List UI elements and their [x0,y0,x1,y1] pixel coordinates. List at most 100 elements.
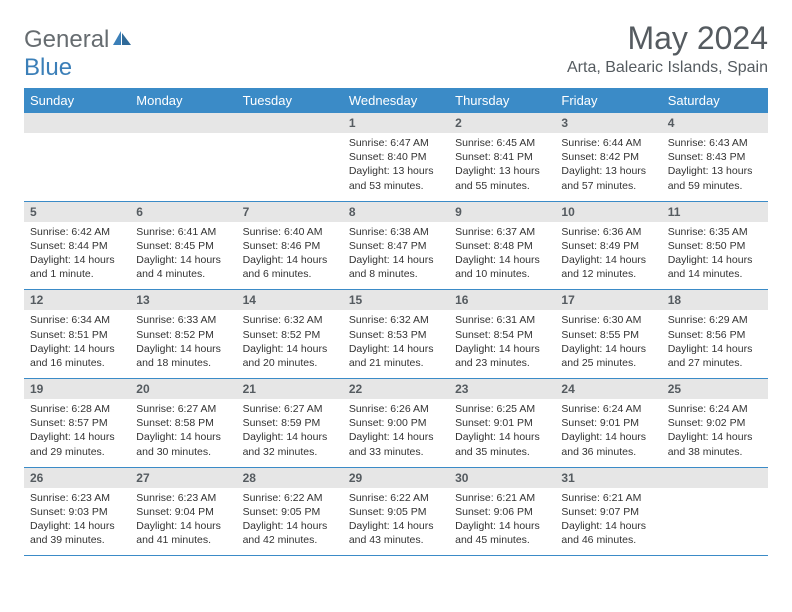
calendar-table: SundayMondayTuesdayWednesdayThursdayFrid… [24,88,768,556]
daylight-line: Daylight: 14 hours and 45 minutes. [455,519,549,547]
day-details-cell: Sunrise: 6:28 AMSunset: 8:57 PMDaylight:… [24,399,130,467]
sunset-line: Sunset: 9:07 PM [561,505,655,519]
sunset-line: Sunset: 9:05 PM [243,505,337,519]
sunset-line: Sunset: 8:56 PM [668,328,762,342]
sunset-line: Sunset: 8:53 PM [349,328,443,342]
week-number-row: 1234 [24,113,768,133]
day-number-cell [237,113,343,133]
sunset-line: Sunset: 9:04 PM [136,505,230,519]
day-number-cell [24,113,130,133]
sunset-line: Sunset: 8:46 PM [243,239,337,253]
day-number-cell: 16 [449,290,555,311]
daylight-line: Daylight: 13 hours and 57 minutes. [561,164,655,192]
sunrise-line: Sunrise: 6:24 AM [668,402,762,416]
sunset-line: Sunset: 9:00 PM [349,416,443,430]
calendar-body: 1234Sunrise: 6:47 AMSunset: 8:40 PMDayli… [24,113,768,556]
day-number-cell: 9 [449,201,555,222]
sunset-line: Sunset: 8:44 PM [30,239,124,253]
sunset-line: Sunset: 8:51 PM [30,328,124,342]
day-details-cell: Sunrise: 6:45 AMSunset: 8:41 PMDaylight:… [449,133,555,201]
sunset-line: Sunset: 8:59 PM [243,416,337,430]
day-number-cell: 20 [130,379,236,400]
day-details-cell: Sunrise: 6:41 AMSunset: 8:45 PMDaylight:… [130,222,236,290]
week-number-row: 262728293031 [24,467,768,488]
day-number-cell: 1 [343,113,449,133]
day-details-cell: Sunrise: 6:22 AMSunset: 9:05 PMDaylight:… [237,488,343,556]
day-details-cell: Sunrise: 6:35 AMSunset: 8:50 PMDaylight:… [662,222,768,290]
day-details: Sunrise: 6:33 AMSunset: 8:52 PMDaylight:… [130,310,236,374]
sunset-line: Sunset: 8:45 PM [136,239,230,253]
day-number-cell: 8 [343,201,449,222]
daylight-line: Daylight: 14 hours and 46 minutes. [561,519,655,547]
day-number-cell: 19 [24,379,130,400]
sunrise-line: Sunrise: 6:37 AM [455,225,549,239]
calendar-page: GeneralBlue May 2024 Arta, Balearic Isla… [0,0,792,568]
week-details-row: Sunrise: 6:23 AM Sunset: 9:03 PM Daylight:… [24,488,768,556]
day-details: Sunrise: 6:23 AMSunset: 9:04 PMDaylight:… [130,488,236,552]
day-number-cell: 2 [449,113,555,133]
day-number-cell: 22 [343,379,449,400]
day-details: Sunrise: 6:22 AMSunset: 9:05 PMDaylight:… [237,488,343,552]
sunrise-line: Sunrise: 6:26 AM [349,402,443,416]
day-details: Sunrise: 6:21 AMSunset: 9:07 PMDaylight:… [555,488,661,552]
week-details-row: Sunrise: 6:34 AMSunset: 8:51 PMDaylight:… [24,310,768,378]
sunrise-line: Sunrise: 6:41 AM [136,225,230,239]
day-number-cell: 11 [662,201,768,222]
sunset-line: Sunset: 9:03 PM [30,505,124,519]
sunset-line: Sunset: 8:42 PM [561,150,655,164]
day-details-cell: Sunrise: 6:21 AMSunset: 9:06 PMDaylight:… [449,488,555,556]
day-details: Sunrise: 6:26 AMSunset: 9:00 PMDaylight:… [343,399,449,463]
day-details-cell: Sunrise: 6:30 AMSunset: 8:55 PMDaylight:… [555,310,661,378]
day-header: Tuesday [237,88,343,113]
sunset-line: Sunset: 8:54 PM [455,328,549,342]
day-details: Sunrise: 6:34 AMSunset: 8:51 PMDaylight:… [24,310,130,374]
day-details-cell: Sunrise: 6:31 AMSunset: 8:54 PMDaylight:… [449,310,555,378]
sunrise-line: Sunrise: 6:23 AM [136,491,230,505]
day-number-cell: 10 [555,201,661,222]
daylight-line: Daylight: 14 hours and 38 minutes. [668,430,762,458]
week-details-row: Sunrise: 6:28 AMSunset: 8:57 PMDaylight:… [24,399,768,467]
sunrise-line: Sunrise: 6:22 AM [243,491,337,505]
daylight-line: Daylight: 14 hours and 20 minutes. [243,342,337,370]
day-details: Sunrise: 6:23 AMSunset: 9:03 PMDaylight:… [24,488,130,552]
day-number-cell: 6 [130,201,236,222]
day-number-cell: 28 [237,467,343,488]
day-details: Sunrise: 6:40 AMSunset: 8:46 PMDaylight:… [237,222,343,286]
sunrise-line: Sunrise: 6:28 AM [30,402,124,416]
sunset-line: Sunset: 9:01 PM [455,416,549,430]
day-details: Sunrise: 6:35 AMSunset: 8:50 PMDaylight:… [662,222,768,286]
day-details: Sunrise: 6:43 AMSunset: 8:43 PMDaylight:… [662,133,768,197]
calendar-header: SundayMondayTuesdayWednesdayThursdayFrid… [24,88,768,113]
sunrise-line: Sunrise: 6:21 AM [561,491,655,505]
day-details-cell: Sunrise: 6:24 AMSunset: 9:02 PMDaylight:… [662,399,768,467]
daylight-line: Daylight: 14 hours and 14 minutes. [668,253,762,281]
daylight-line: Daylight: 14 hours and 10 minutes. [455,253,549,281]
day-details-cell: Sunrise: 6:32 AMSunset: 8:52 PMDaylight:… [237,310,343,378]
day-details-cell: Sunrise: 6:44 AMSunset: 8:42 PMDaylight:… [555,133,661,201]
page-title: May 2024 [567,20,768,57]
daylight-line: Daylight: 14 hours and 41 minutes. [136,519,230,547]
logo-text-blue: Blue [24,54,72,81]
day-details: Sunrise: 6:47 AMSunset: 8:40 PMDaylight:… [343,133,449,197]
sunrise-line: Sunrise: 6:40 AM [243,225,337,239]
day-number-cell: 17 [555,290,661,311]
daylight-line: Daylight: 14 hours and 1 minute. [30,253,124,281]
sunset-line: Sunset: 8:58 PM [136,416,230,430]
day-header: Monday [130,88,236,113]
sunrise-line: Sunrise: 6:35 AM [668,225,762,239]
sunrise-line: Sunrise: 6:45 AM [455,136,549,150]
day-number-cell: 23 [449,379,555,400]
day-number-cell: 31 [555,467,661,488]
day-details: Sunrise: 6:24 AMSunset: 9:02 PMDaylight:… [662,399,768,463]
daylight-line: Daylight: 14 hours and 36 minutes. [561,430,655,458]
day-details-cell: Sunrise: 6:27 AMSunset: 8:58 PMDaylight:… [130,399,236,467]
day-number-cell: 25 [662,379,768,400]
day-number-cell: 24 [555,379,661,400]
daylight-line: Daylight: 14 hours and 8 minutes. [349,253,443,281]
sunrise-line: Sunrise: 6:36 AM [561,225,655,239]
daylight-line: Daylight: 14 hours and 12 minutes. [561,253,655,281]
day-details-cell: Sunrise: 6:34 AMSunset: 8:51 PMDaylight:… [24,310,130,378]
sunrise-line: Sunrise: 6:44 AM [561,136,655,150]
day-number-cell: 13 [130,290,236,311]
daylight-line: Daylight: 14 hours and 43 minutes. [349,519,443,547]
